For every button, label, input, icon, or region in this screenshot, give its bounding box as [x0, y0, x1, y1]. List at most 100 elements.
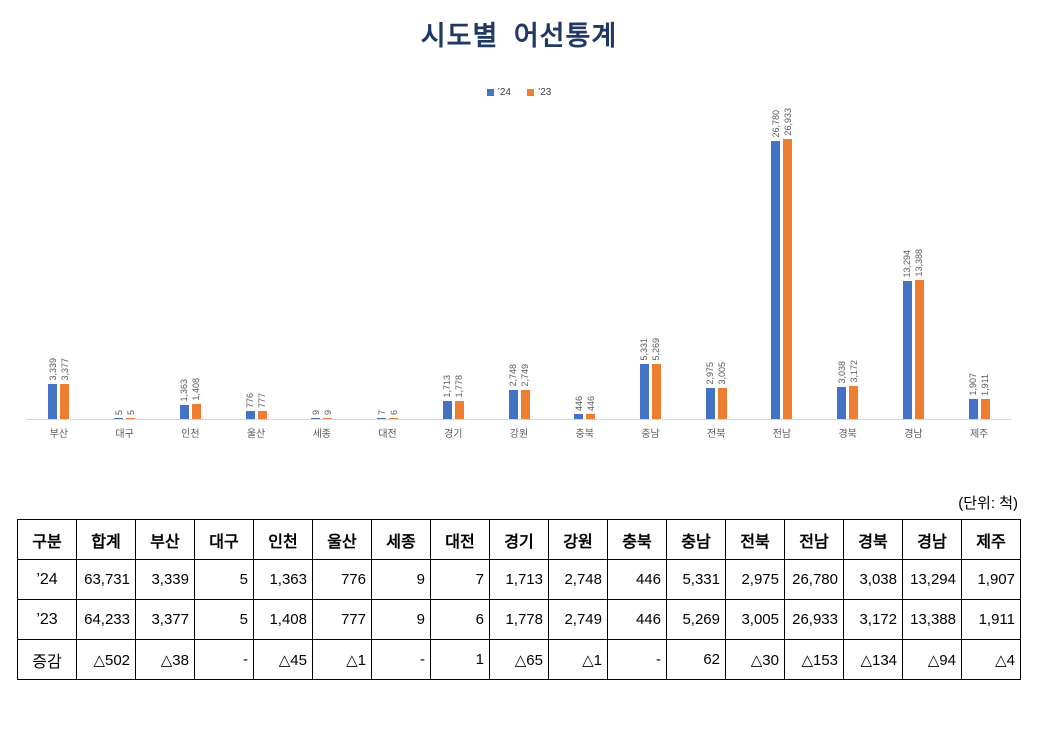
table-cell: 62: [666, 639, 726, 680]
bar-value-label: 1,363: [179, 379, 190, 402]
table-header-cell: 전북: [725, 519, 785, 560]
bar-24: [245, 411, 255, 419]
table-cell: 446: [607, 599, 667, 640]
bar-column: 9: [311, 410, 321, 419]
table-cell: 1,907: [961, 559, 1021, 600]
table-header-cell: 구분: [17, 519, 77, 560]
table-cell: △65: [489, 639, 549, 680]
x-axis-label: 경남: [904, 429, 923, 440]
x-axis-label: 전북: [707, 429, 726, 440]
bar-24: [639, 364, 649, 419]
table-cell: 1,911: [961, 599, 1021, 640]
bar-24: [902, 281, 912, 419]
bar-column: 13,388: [914, 249, 924, 419]
bar-column: 3,377: [60, 358, 70, 419]
table-cell: 2,749: [548, 599, 608, 640]
table-cell: 9: [371, 559, 431, 600]
bar-23: [586, 414, 596, 419]
x-axis-label: 제주: [969, 429, 989, 440]
table-cell: 7: [430, 559, 490, 600]
table-cell: 5: [194, 599, 254, 640]
bar-column: 1,778: [454, 375, 464, 419]
table-header-cell: 충남: [666, 519, 726, 560]
bar-value-label: 3,172: [848, 360, 859, 383]
bar-23: [323, 418, 333, 419]
table-cell: 5,269: [666, 599, 726, 640]
bar-column: 5: [126, 410, 136, 419]
table-cell: △502: [76, 639, 136, 680]
bar-column: 2,749: [520, 364, 530, 419]
bar-value-label: 5,331: [639, 338, 650, 361]
bar-24: [442, 401, 452, 419]
table-cell: 777: [312, 599, 372, 640]
table-cell: △45: [253, 639, 313, 680]
bar-24: [771, 141, 781, 419]
x-axis-label: 인천: [181, 429, 200, 440]
bar-column: 5: [114, 410, 124, 419]
table-cell: 26,933: [784, 599, 844, 640]
x-axis-label: 대전: [378, 429, 397, 440]
bar-24: [508, 390, 518, 419]
legend-label: ’23: [538, 87, 552, 98]
table-cell: -: [607, 639, 667, 680]
table-cell: 3,038: [843, 559, 903, 600]
table-cell: △94: [902, 639, 962, 680]
table-cell: 13,294: [902, 559, 962, 600]
bar-23: [257, 411, 267, 419]
bar-column: 3,005: [717, 362, 727, 419]
table-cell: 3,005: [725, 599, 785, 640]
table-header-cell: 대구: [194, 519, 254, 560]
table-cell: 446: [607, 559, 667, 600]
bar-23: [520, 390, 530, 419]
table-cell: 3,339: [135, 559, 195, 600]
chart-legend: ’24 ’23: [0, 87, 1038, 98]
table-cell: 1,713: [489, 559, 549, 600]
table-header-cell: 강원: [548, 519, 608, 560]
table-cell: 5: [194, 559, 254, 600]
bar-24: [968, 399, 978, 419]
legend-swatch-icon: [527, 89, 534, 96]
table-header-cell: 경기: [489, 519, 549, 560]
x-axis-label: 충북: [575, 429, 594, 440]
chart-category-group: 1,363 1,408: [157, 378, 223, 419]
bar-23: [454, 401, 464, 419]
table-cell: 13,388: [902, 599, 962, 640]
unit-note: (단위: 척): [958, 495, 1018, 512]
stats-table: 구분 합계 부산 대구 인천 울산 세종 대전 경기 강원 충북 충남 전북 전남 경북 경남 제주 ’24 63,…: [17, 519, 1021, 680]
bar-value-label: 2,748: [508, 364, 518, 387]
table-header-cell: 전남: [784, 519, 844, 560]
bar-23: [126, 418, 136, 419]
bar-value-label: 3,038: [836, 361, 847, 384]
bar-value-label: 26,780: [770, 110, 781, 138]
bar-24: [837, 387, 847, 419]
bar-23: [191, 404, 201, 419]
table-header-cell: 합계: [76, 519, 136, 560]
table-row-label: 증감: [17, 639, 77, 680]
bar-column: 1,713: [442, 375, 452, 419]
table-header-cell: 대전: [430, 519, 490, 560]
bar-value-label: 26,933: [782, 108, 793, 136]
table-header-cell: 경북: [843, 519, 903, 560]
bar-value-label: 9: [310, 409, 321, 415]
bar-column: 1,363: [179, 379, 189, 419]
x-axis-label: 대구: [115, 429, 134, 440]
bar-column: 26,933: [783, 108, 793, 419]
bar-value-label: 3,005: [717, 362, 728, 385]
table-header-row: 구분 합계 부산 대구 인천 울산 세종 대전 경기 강원 충북 충남 전북 전남 경북 경남 제주: [17, 519, 1021, 560]
bar-value-label: 5: [113, 409, 124, 415]
chart-category-group: 5,331 5,269: [618, 338, 684, 419]
legend-item: ’24: [486, 87, 511, 98]
chart-category-group: 1,907 1,911: [946, 373, 1012, 419]
table-cell: 64,233: [76, 599, 136, 640]
x-axis-label: 강원: [509, 429, 529, 440]
table-cell: △134: [843, 639, 903, 680]
table-cell: -: [371, 639, 431, 680]
legend-label: ’24: [497, 87, 511, 98]
bar-column: 1,907: [968, 373, 978, 419]
table-cell: 6: [430, 599, 490, 640]
bar-value-label: 9: [322, 409, 333, 415]
bar-column: 7: [377, 410, 387, 419]
table-cell: 1,778: [489, 599, 549, 640]
